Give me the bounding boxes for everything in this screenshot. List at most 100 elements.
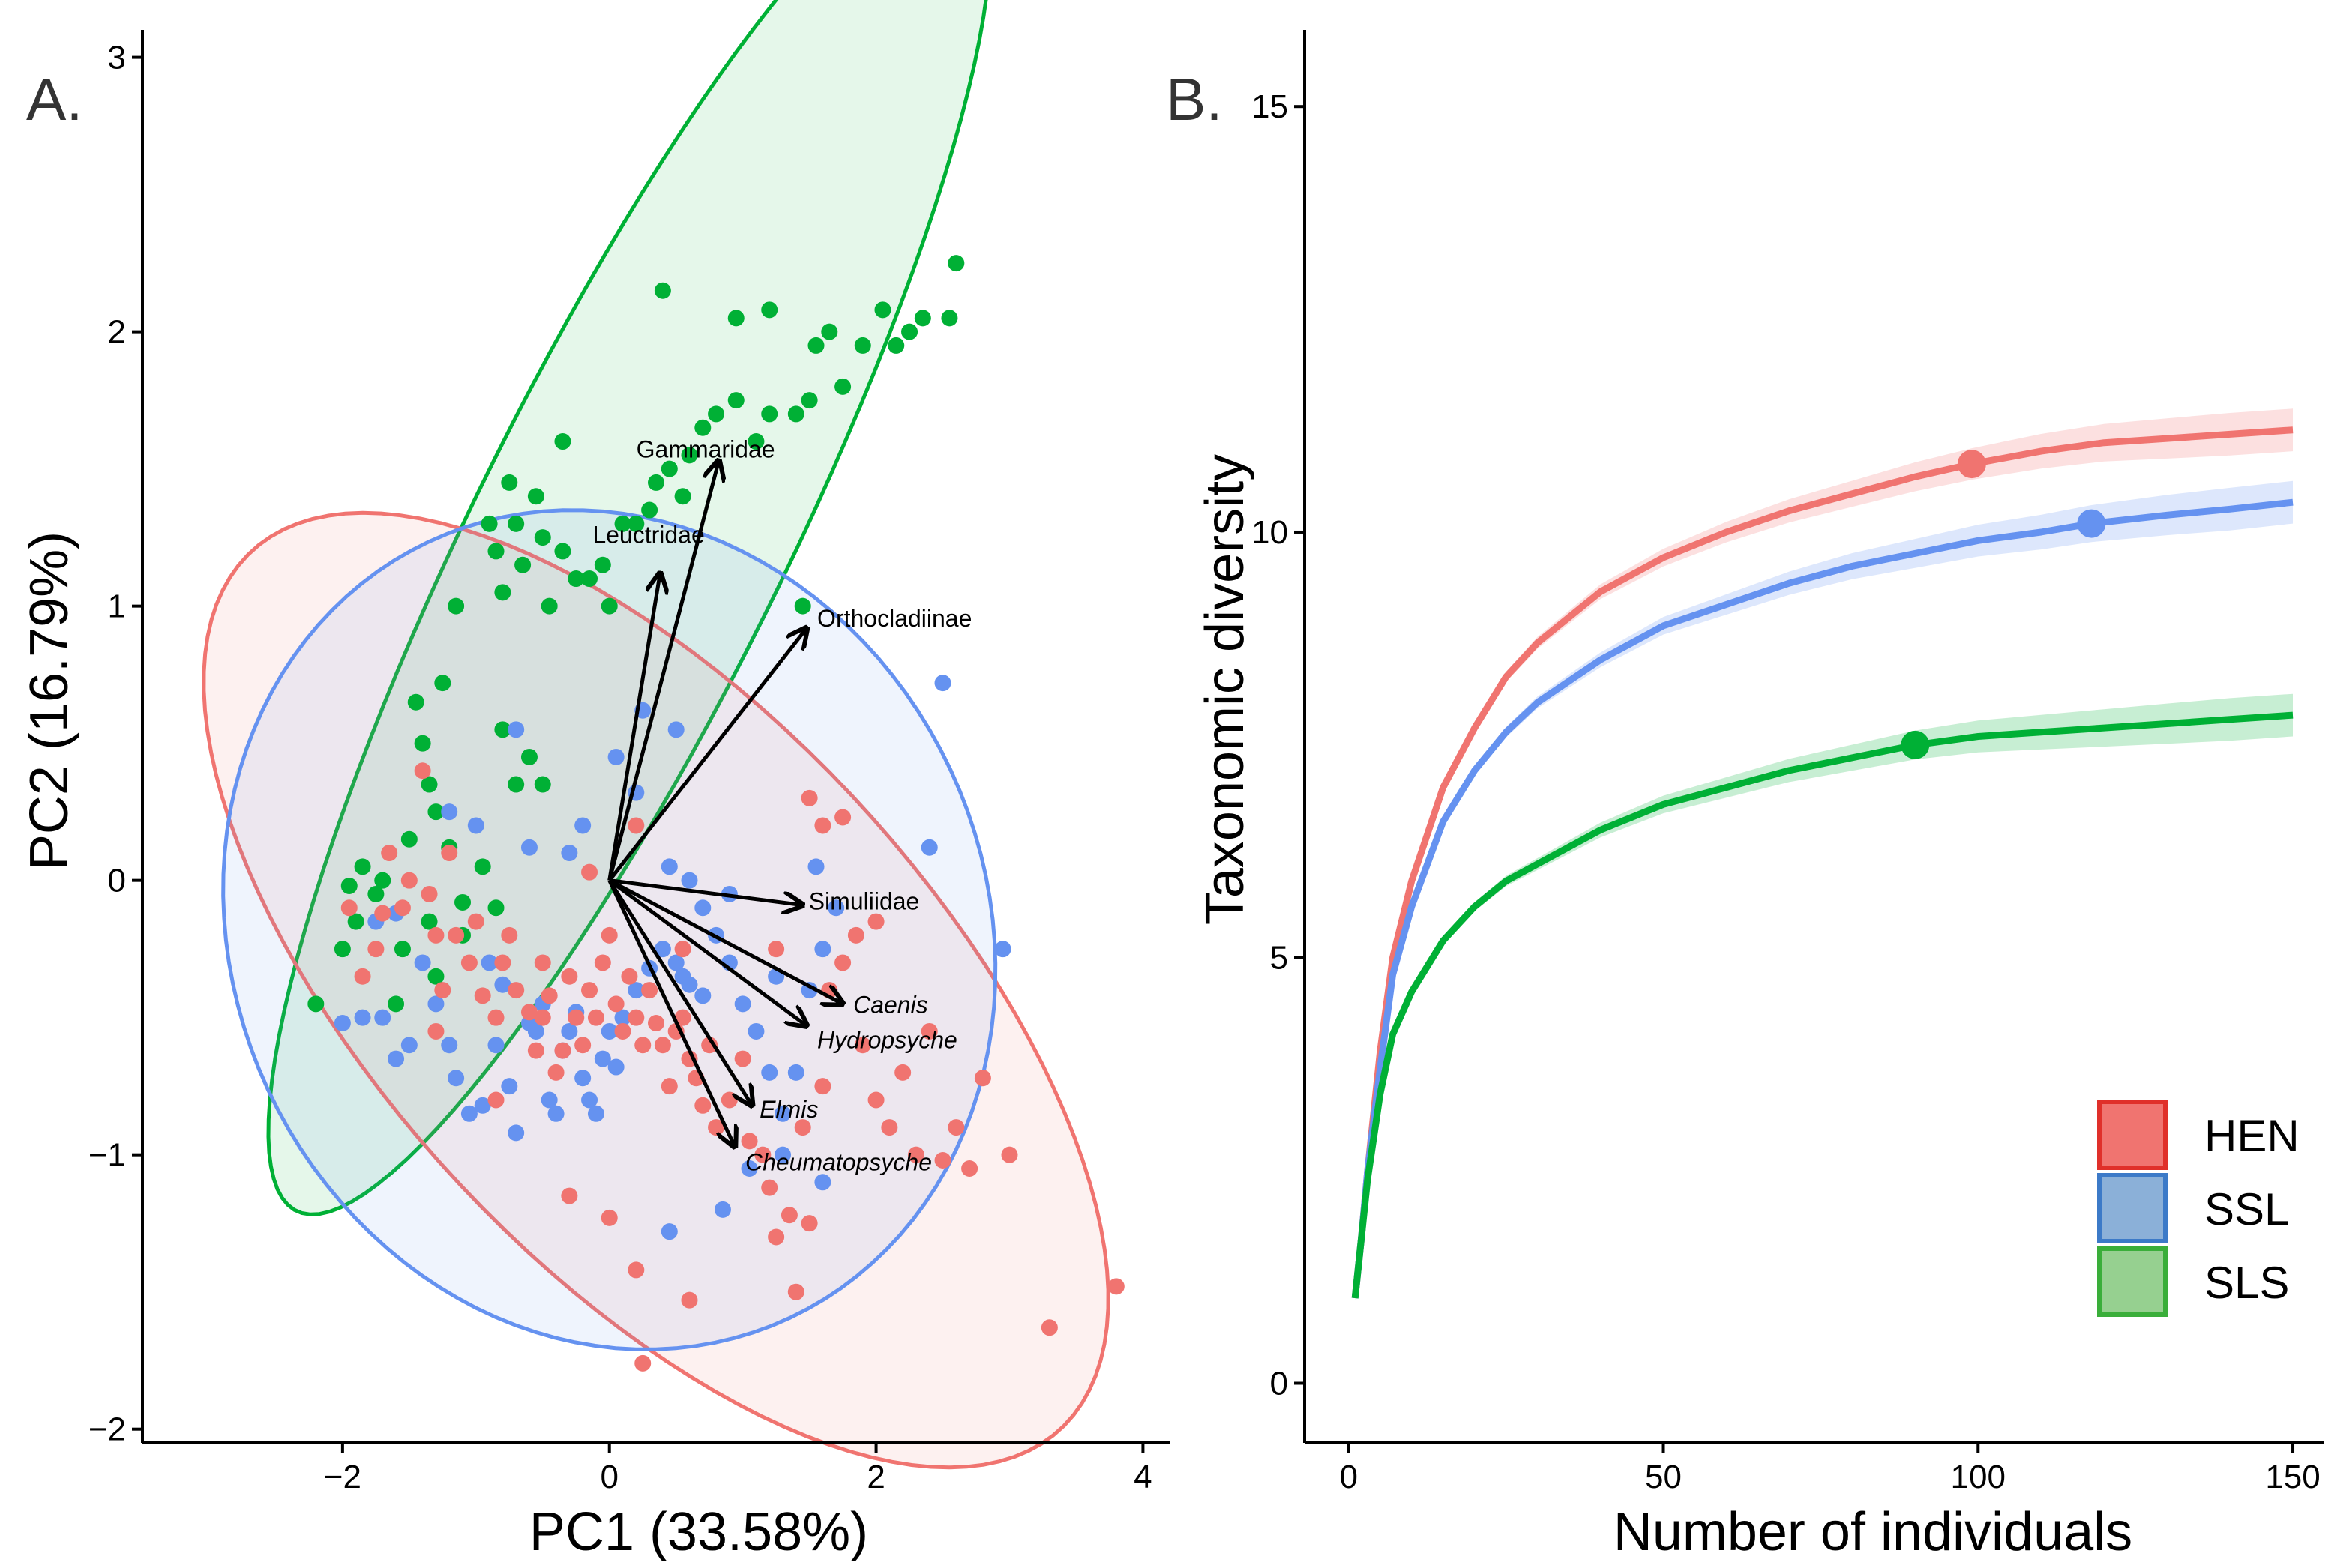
point-hen xyxy=(854,1037,871,1054)
point-hen xyxy=(934,1152,951,1169)
point-sls xyxy=(801,392,818,409)
point-sls xyxy=(694,419,712,436)
arrow-label-hydropsyche: Hydropsyche xyxy=(817,1027,957,1054)
point-hen xyxy=(801,789,818,806)
point-ssl xyxy=(374,1009,391,1026)
point-hen xyxy=(594,954,611,971)
x-tick-a: −2 xyxy=(324,1459,361,1495)
point-hen xyxy=(741,1133,758,1150)
point-sls xyxy=(641,501,658,519)
point-hen xyxy=(441,845,458,862)
point-sls xyxy=(534,529,551,546)
scatter-points xyxy=(307,255,1125,1372)
axes-a: −2 0 2 4 −2 −1 0 1 2 3 xyxy=(88,30,1170,1495)
arrow-label-cheumatopsyche: Cheumatopsyche xyxy=(745,1149,932,1176)
point-ssl xyxy=(628,982,645,999)
y-axis-label-a: PC2 (16.79%) xyxy=(19,531,79,870)
point-ssl xyxy=(661,858,678,875)
point-sls xyxy=(821,323,838,340)
arrow-label-caenis: Caenis xyxy=(853,991,928,1018)
point-ssl xyxy=(481,954,498,971)
loading-arrows: Gammaridae Leuctridae Orthocladiinae Simuli… xyxy=(592,436,972,1176)
point-hen xyxy=(867,913,885,930)
point-hen xyxy=(734,1050,751,1067)
point-sls xyxy=(374,872,391,889)
point-hen xyxy=(634,1354,652,1372)
point-ssl xyxy=(761,1064,778,1081)
point-hen xyxy=(661,1078,678,1095)
point-ssl xyxy=(441,1037,458,1054)
point-hen xyxy=(414,762,431,780)
point-sls xyxy=(501,474,518,491)
point-hen xyxy=(581,863,598,881)
point-ssl xyxy=(574,1070,592,1087)
point-sls xyxy=(508,515,525,532)
observed-point-hen xyxy=(1957,450,1986,479)
point-sls xyxy=(494,721,511,738)
x-tick-a: 4 xyxy=(1134,1459,1152,1495)
point-sls xyxy=(787,405,804,423)
point-sls xyxy=(834,378,852,395)
point-hen xyxy=(547,1064,565,1081)
point-hen xyxy=(374,905,391,922)
point-hen xyxy=(781,1207,798,1224)
arrow-hydropsyche xyxy=(608,878,807,1026)
point-ssl xyxy=(748,1022,765,1040)
point-sls xyxy=(874,301,891,319)
point-sls xyxy=(334,941,351,958)
point-sls xyxy=(708,405,725,423)
y-tick-b: 5 xyxy=(1270,940,1288,977)
point-hen xyxy=(907,1146,924,1163)
point-ssl xyxy=(487,1037,505,1054)
point-ssl xyxy=(388,1050,405,1067)
point-hen xyxy=(534,1009,551,1026)
point-sls xyxy=(407,693,424,711)
point-sls xyxy=(487,899,505,917)
point-ssl xyxy=(601,1022,618,1040)
point-sls xyxy=(347,913,364,930)
point-hen xyxy=(581,982,598,999)
point-ssl xyxy=(441,803,458,821)
line-sls xyxy=(1351,711,2294,1299)
point-hen xyxy=(487,1091,505,1109)
point-ssl xyxy=(427,995,445,1013)
point-ssl xyxy=(508,721,525,738)
arrow-cheumatopsyche xyxy=(607,879,735,1147)
legend-swatch-sls xyxy=(2097,1246,2168,1317)
point-hen xyxy=(834,809,852,826)
point-hen xyxy=(394,899,411,917)
point-hen xyxy=(974,1070,991,1087)
point-sls xyxy=(554,433,571,450)
point-ssl xyxy=(587,1105,604,1122)
point-ssl xyxy=(561,845,578,862)
point-hen xyxy=(801,1215,818,1232)
point-hen xyxy=(467,913,484,930)
point-hen xyxy=(921,1022,938,1040)
point-hen xyxy=(1107,1278,1125,1295)
point-sls xyxy=(794,597,811,615)
arrow-label-orthocladiinae: Orthocladiinae xyxy=(817,605,972,632)
point-ssl xyxy=(934,675,951,692)
point-hen xyxy=(634,1037,652,1054)
y-tick-a: −2 xyxy=(88,1411,126,1448)
point-sls xyxy=(448,597,465,615)
point-hen xyxy=(340,899,358,917)
point-hen xyxy=(674,941,691,958)
point-hen xyxy=(554,1042,571,1059)
point-sls xyxy=(648,474,664,491)
point-hen xyxy=(761,1179,778,1196)
point-hen xyxy=(607,995,625,1013)
axes-b: 0 50 100 150 0 5 10 15 xyxy=(1251,30,2324,1495)
point-sls xyxy=(427,803,445,821)
point-hen xyxy=(654,1037,671,1054)
point-hen xyxy=(561,968,578,985)
point-hen xyxy=(694,1097,712,1114)
arrow-orthocladiinae xyxy=(607,628,807,882)
point-hen xyxy=(794,1119,811,1136)
point-sls xyxy=(901,323,918,340)
point-sls xyxy=(421,913,438,930)
point-hen xyxy=(587,1009,604,1026)
point-hen xyxy=(834,954,852,971)
point-ssl xyxy=(414,954,431,971)
point-hen xyxy=(961,1160,978,1177)
